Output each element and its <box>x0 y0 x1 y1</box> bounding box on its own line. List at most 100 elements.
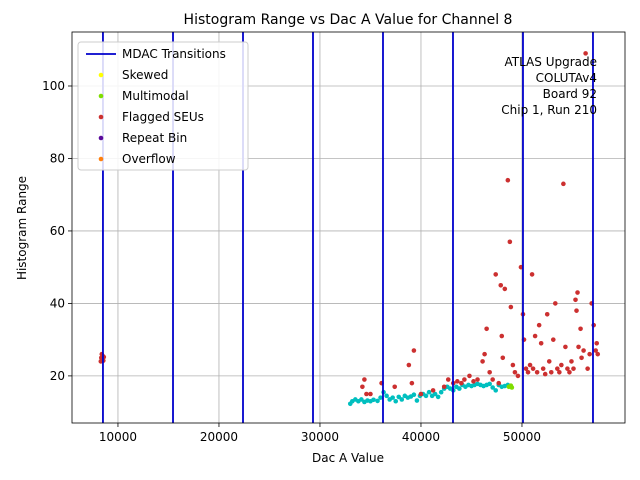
y-tick-label: 20 <box>50 369 65 383</box>
point <box>544 311 550 317</box>
point <box>594 340 600 346</box>
annotation: Board 92 <box>543 87 597 101</box>
point <box>578 326 583 332</box>
point <box>512 369 518 375</box>
point <box>482 351 487 357</box>
point <box>484 326 489 332</box>
x-tick-label: 10000 <box>99 430 137 444</box>
point <box>493 272 499 277</box>
point <box>510 362 516 368</box>
point <box>561 181 566 187</box>
point <box>467 373 472 379</box>
point <box>457 386 462 391</box>
point <box>499 333 505 339</box>
point <box>490 377 495 382</box>
point <box>569 359 574 364</box>
point <box>359 397 364 402</box>
point <box>555 366 560 371</box>
point <box>487 381 492 387</box>
point <box>540 366 546 371</box>
point <box>471 379 476 384</box>
point <box>557 369 562 375</box>
point <box>585 366 590 371</box>
point <box>573 297 578 303</box>
point <box>574 308 579 313</box>
point <box>426 389 432 395</box>
point <box>559 362 564 368</box>
point <box>576 344 581 350</box>
legend-marker <box>98 72 104 78</box>
x-tick-label: 20000 <box>200 430 238 444</box>
point <box>579 355 584 361</box>
point <box>368 391 373 397</box>
point <box>567 369 572 375</box>
annotation: Chip 1, Run 210 <box>501 103 597 117</box>
point <box>393 398 399 404</box>
point <box>505 177 511 183</box>
y-axis-label: Histogram Range <box>15 176 29 280</box>
point <box>508 304 514 310</box>
point <box>498 282 504 288</box>
legend-marker <box>98 156 104 162</box>
point <box>530 366 536 371</box>
point <box>532 333 538 339</box>
point <box>490 385 495 390</box>
point <box>423 393 429 399</box>
point <box>441 384 447 390</box>
legend-marker <box>98 93 104 99</box>
point <box>527 362 533 368</box>
y-tick-label: 100 <box>42 79 65 93</box>
point <box>542 371 548 377</box>
point <box>435 394 441 400</box>
y-tick-label: 60 <box>50 224 65 238</box>
point <box>565 366 570 371</box>
legend-label: Skewed <box>122 68 168 82</box>
point <box>360 384 365 390</box>
point <box>515 373 521 379</box>
legend-label: Flagged SEUs <box>122 110 204 124</box>
point <box>507 239 513 245</box>
axes-frame <box>71 31 626 424</box>
point <box>534 369 540 375</box>
point <box>375 398 380 404</box>
point <box>371 397 376 403</box>
legend-marker <box>98 135 104 141</box>
point <box>362 377 367 382</box>
legend-label: Multimodal <box>122 89 189 103</box>
x-axis-label: Dac A Value <box>312 451 384 465</box>
point <box>553 301 558 306</box>
legend-label: Overflow <box>122 152 176 166</box>
point <box>475 377 480 382</box>
annotation: ATLAS Upgrade <box>504 55 597 69</box>
point <box>496 380 502 386</box>
x-tick-label: 40000 <box>402 430 440 444</box>
point <box>581 348 586 353</box>
point <box>493 388 499 393</box>
point <box>414 398 420 403</box>
point <box>500 355 506 361</box>
point <box>548 369 554 375</box>
point <box>396 394 402 400</box>
x-tick-label: 30000 <box>301 430 339 444</box>
point <box>459 380 464 386</box>
point <box>392 384 398 390</box>
x-tick-label: 50000 <box>503 430 541 444</box>
point <box>509 385 515 390</box>
y-tick-label: 80 <box>50 151 65 165</box>
point <box>364 391 369 397</box>
legend-label: Repeat Bin <box>122 131 187 145</box>
point <box>411 348 417 353</box>
point <box>411 392 417 398</box>
legend-label: MDAC Transitions <box>122 47 226 61</box>
point <box>525 369 531 375</box>
point <box>587 351 592 357</box>
point <box>406 362 412 368</box>
y-tick-label: 40 <box>50 296 65 310</box>
legend-box <box>77 41 249 171</box>
point <box>546 359 552 364</box>
point <box>418 391 424 397</box>
point <box>432 391 438 397</box>
legend-marker <box>98 114 104 120</box>
point <box>536 322 542 328</box>
